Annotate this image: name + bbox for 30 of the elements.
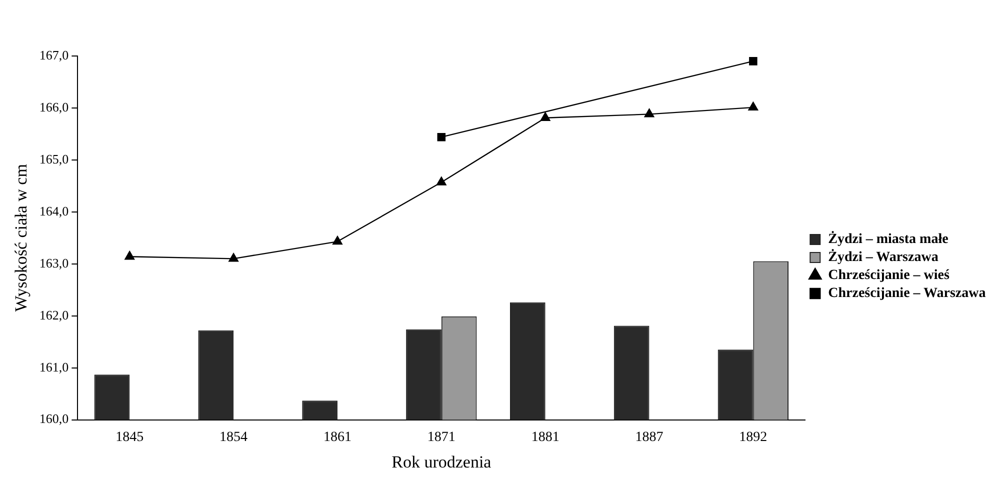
y-tick-label: 167,0: [39, 47, 69, 62]
x-tick-label: 1881: [531, 430, 560, 445]
x-tick-label: 1845: [116, 430, 144, 445]
legend-label: Chrześcijanie – wieś: [828, 268, 950, 284]
legend-label: Chrześcijanie – Warszawa: [828, 286, 986, 302]
y-tick-label: 163,0: [39, 255, 69, 270]
point: [749, 57, 758, 66]
y-tick-label: 161,0: [39, 359, 69, 374]
point: [437, 132, 446, 142]
y-tick-label: 165,0: [39, 151, 69, 166]
point: [436, 176, 446, 186]
point: [228, 253, 238, 262]
point: [644, 108, 654, 118]
y-axis-title: Wysokość ciała w cm: [12, 164, 31, 312]
point: [332, 236, 342, 245]
point: [748, 102, 758, 111]
x-tick-label: 1892: [739, 430, 768, 445]
y-tick-label: 160,0: [39, 411, 69, 426]
point: [124, 251, 135, 260]
x-axis-title: Rok urodzenia: [392, 452, 492, 472]
x-tick-label: 1871: [427, 430, 456, 445]
y-tick-label: 164,0: [39, 203, 69, 218]
point: [540, 112, 550, 121]
y-tick-label: 162,0: [39, 307, 69, 322]
x-tick-label: 1861: [323, 430, 352, 445]
legend-label: Żydzi – miasta małe: [828, 231, 948, 248]
y-tick-label: 166,0: [39, 99, 69, 114]
x-tick-label: 1854: [220, 430, 248, 445]
x-tick-label: 1887: [635, 430, 664, 445]
legend-label: Żydzi – Warszawa: [828, 249, 938, 266]
